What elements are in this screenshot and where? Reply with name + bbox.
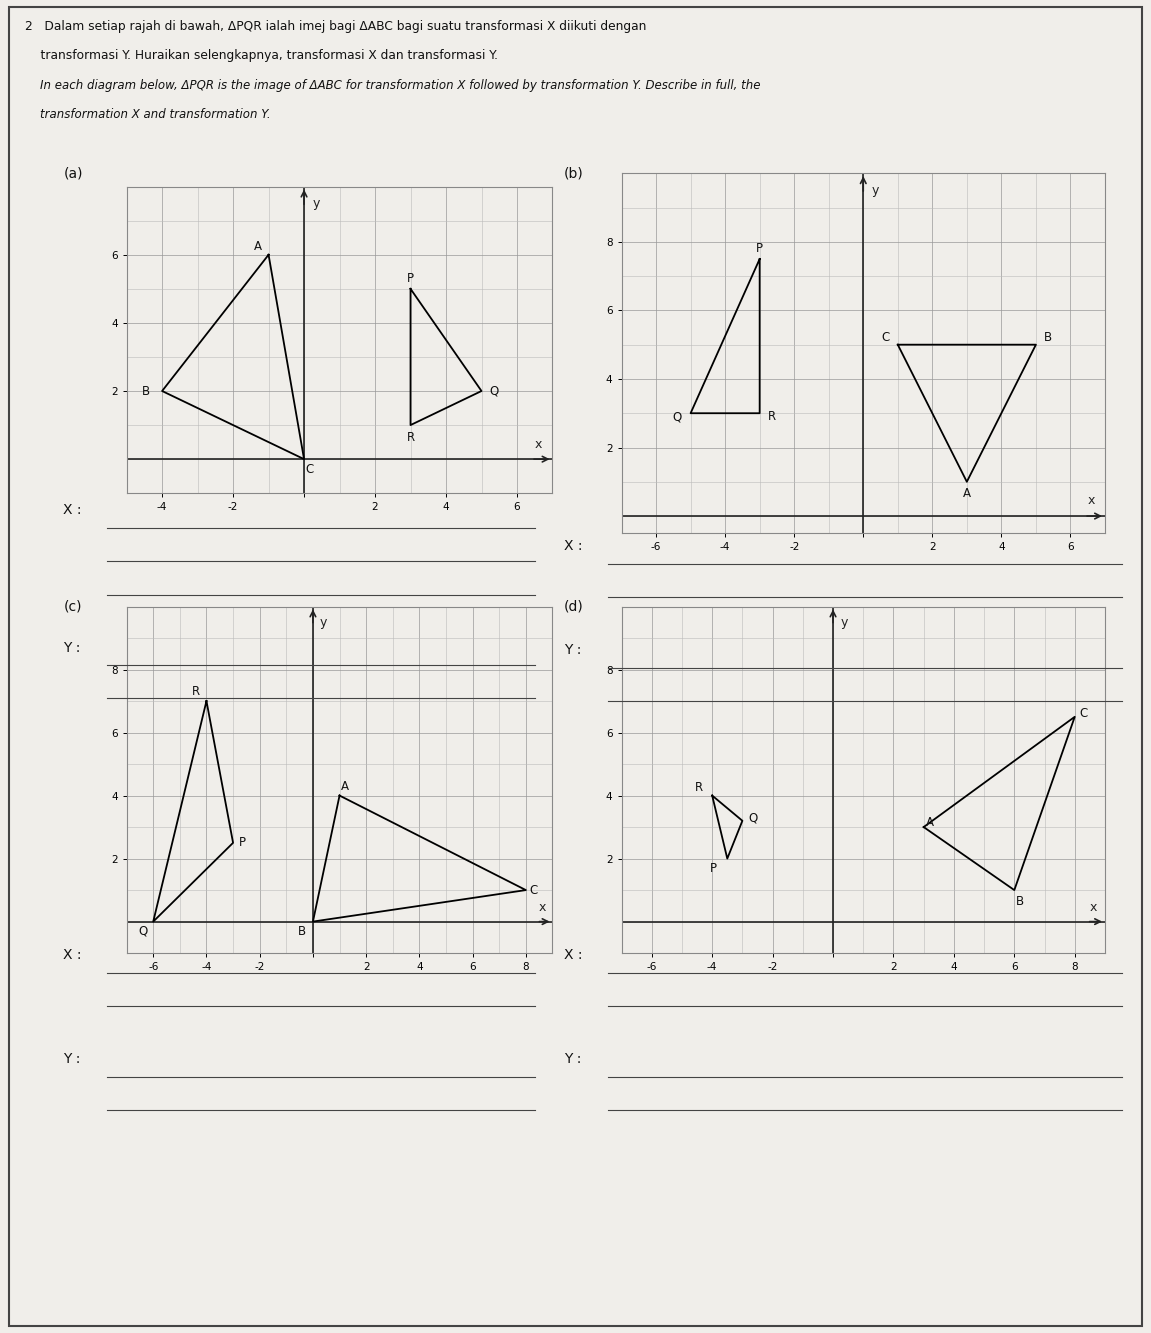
Text: R: R: [192, 685, 200, 698]
Text: X :: X :: [63, 503, 82, 517]
Text: x: x: [534, 437, 542, 451]
Text: C: C: [529, 884, 538, 897]
Text: X :: X :: [564, 539, 582, 553]
Text: x: x: [1088, 495, 1095, 508]
Text: (c): (c): [63, 600, 82, 615]
Text: C: C: [305, 463, 313, 476]
Text: y: y: [320, 616, 327, 629]
Text: B: B: [1044, 332, 1052, 344]
Text: R: R: [694, 781, 702, 794]
Text: X :: X :: [63, 948, 82, 962]
Text: P: P: [710, 861, 717, 874]
Text: Q: Q: [138, 925, 147, 937]
Text: P: P: [407, 272, 414, 285]
Text: C: C: [882, 332, 890, 344]
Text: Y :: Y :: [564, 1052, 581, 1066]
Text: B: B: [142, 384, 150, 397]
Text: (d): (d): [564, 600, 584, 615]
Text: (a): (a): [63, 167, 83, 181]
Text: 2   Dalam setiap rajah di bawah, ΔPQR ialah imej bagi ΔABC bagi suatu transforma: 2 Dalam setiap rajah di bawah, ΔPQR iala…: [25, 20, 647, 33]
Text: transformation X and transformation Y.: transformation X and transformation Y.: [25, 108, 270, 121]
Text: P: P: [756, 243, 763, 255]
Text: In each diagram below, ΔPQR is the image of ΔABC for transformation X followed b: In each diagram below, ΔPQR is the image…: [25, 79, 761, 92]
Text: C: C: [1080, 706, 1088, 720]
Text: A: A: [254, 240, 262, 253]
Text: y: y: [840, 616, 848, 629]
Text: A: A: [341, 780, 349, 793]
Text: (b): (b): [564, 167, 584, 181]
Text: B: B: [298, 925, 306, 937]
Text: y: y: [313, 197, 320, 209]
Text: x: x: [539, 901, 546, 913]
Text: A: A: [963, 488, 970, 500]
Text: Q: Q: [489, 384, 498, 397]
Text: P: P: [239, 836, 246, 849]
Text: x: x: [1089, 901, 1097, 913]
Text: Y :: Y :: [63, 1052, 81, 1066]
Text: X :: X :: [564, 948, 582, 962]
Text: R: R: [768, 411, 776, 423]
Text: y: y: [872, 184, 879, 196]
Text: R: R: [406, 431, 414, 444]
Text: Y :: Y :: [63, 640, 81, 655]
Text: Q: Q: [748, 810, 757, 824]
Text: Q: Q: [672, 411, 681, 423]
Text: A: A: [925, 816, 933, 829]
Text: B: B: [1016, 894, 1024, 908]
Text: transformasi Y. Huraikan selengkapnya, transformasi X dan transformasi Y.: transformasi Y. Huraikan selengkapnya, t…: [25, 49, 498, 63]
Text: Y :: Y :: [564, 643, 581, 657]
